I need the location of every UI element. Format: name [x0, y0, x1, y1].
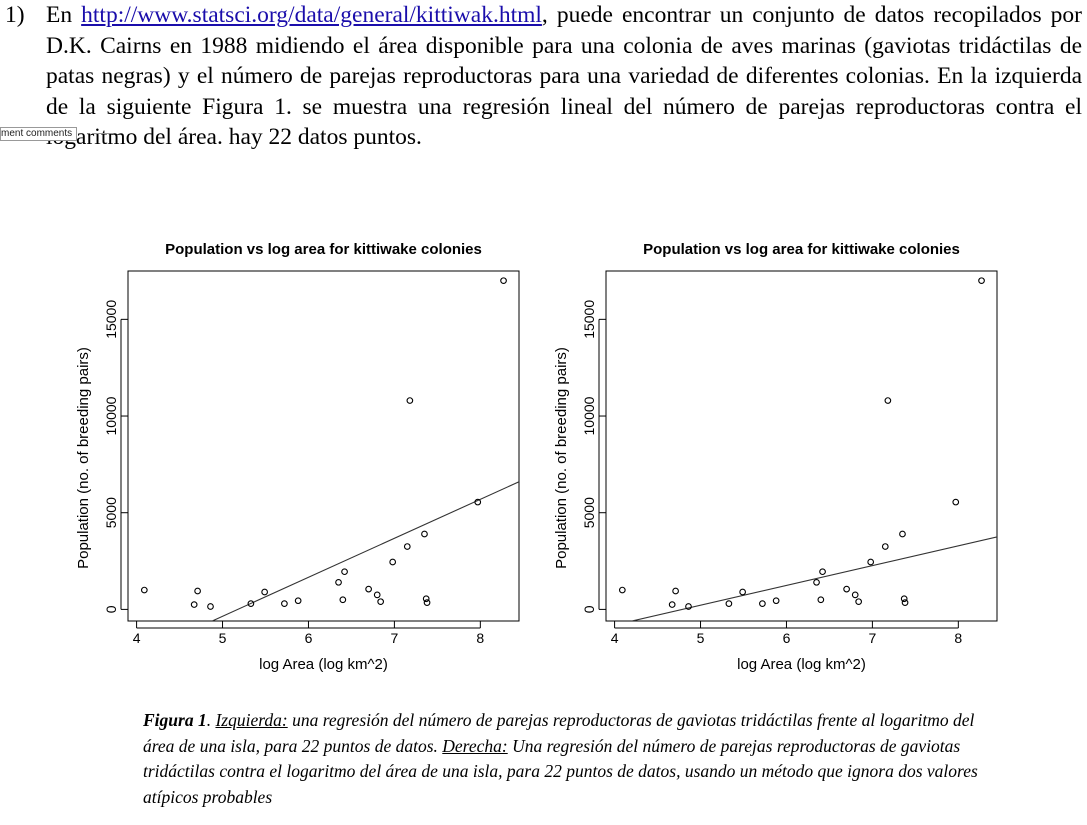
data-point — [901, 599, 909, 606]
data-point — [884, 397, 892, 404]
data-point — [813, 578, 820, 586]
x-tick-label: 8 — [476, 630, 484, 646]
x-tick-label: 6 — [783, 630, 791, 646]
data-point — [247, 600, 255, 607]
dataset-link[interactable]: http://www.statsci.org/data/general/kitt… — [81, 2, 542, 28]
y-tick-label: 15000 — [103, 300, 119, 339]
data-point — [819, 568, 826, 576]
x-axis-label: log Area (log km^2) — [737, 656, 866, 673]
data-point — [190, 601, 198, 608]
data-point — [207, 603, 214, 610]
regression-line — [211, 481, 519, 621]
caption-figure-label: Figura 1 — [143, 710, 207, 730]
data-point — [618, 586, 626, 594]
data-point — [339, 596, 347, 604]
data-point — [377, 598, 384, 606]
data-point — [772, 597, 780, 605]
y-tick-label: 10000 — [103, 396, 119, 435]
data-point — [423, 599, 431, 606]
data-point — [899, 530, 906, 538]
data-point — [294, 597, 302, 605]
y-tick-label: 0 — [581, 605, 597, 613]
data-point — [725, 600, 733, 607]
data-point — [421, 530, 428, 538]
data-point — [194, 587, 201, 595]
data-point — [406, 397, 414, 404]
data-point — [900, 595, 908, 603]
data-point — [261, 588, 268, 596]
data-point — [739, 588, 746, 596]
question-paragraph: En http://www.statsci.org/data/general/k… — [46, 0, 1082, 153]
chart-title: Population vs log area for kittiwake col… — [643, 241, 960, 258]
data-point — [365, 585, 372, 593]
y-tick-label: 0 — [103, 605, 119, 613]
plot-frame — [605, 270, 998, 622]
comment-connector — [93, 133, 113, 134]
figure-caption: Figura 1. Izquierda: una regresión del n… — [143, 708, 993, 810]
data-point — [422, 595, 430, 603]
caption-left-text: una regresión del número de parejas repr… — [143, 710, 975, 756]
data-point — [759, 600, 766, 607]
data-point — [855, 598, 862, 606]
chart-title: Population vs log area for kittiwake col… — [165, 241, 482, 258]
data-point — [500, 277, 507, 285]
data-point — [140, 586, 148, 594]
data-point — [685, 603, 692, 610]
data-point — [843, 585, 850, 593]
data-point — [373, 591, 381, 599]
data-point — [341, 568, 348, 576]
caption-right-text: Una regresión del número de parejas repr… — [143, 735, 978, 807]
x-tick-label: 7 — [390, 630, 398, 646]
data-point — [867, 558, 875, 566]
x-tick-label: 7 — [868, 630, 876, 646]
y-tick-label: 15000 — [581, 300, 597, 339]
question-text-intro: En — [46, 2, 82, 28]
left-chart: Population vs log area for kittiwake col… — [75, 241, 520, 673]
comment-tag[interactable]: ment comments — [0, 127, 78, 141]
y-tick-label: 10000 — [581, 396, 597, 435]
data-point — [817, 596, 825, 604]
caption-right-label: Derecha: — [442, 735, 508, 756]
y-axis-label: Population (no. of breeding pairs) — [553, 347, 570, 569]
data-point — [978, 277, 985, 285]
question-number: 1) — [5, 2, 25, 28]
data-point — [672, 587, 679, 595]
x-tick-label: 5 — [219, 630, 227, 646]
x-tick-label: 8 — [954, 630, 962, 646]
y-axis-label: Population (no. of breeding pairs) — [75, 347, 92, 569]
x-tick-label: 6 — [305, 630, 313, 646]
data-point — [335, 578, 342, 586]
x-tick-label: 5 — [697, 630, 705, 646]
data-point — [668, 601, 676, 608]
caption-figure-punct: . — [206, 710, 216, 730]
data-point — [952, 498, 960, 506]
x-axis-label: log Area (log km^2) — [259, 656, 388, 673]
caption-left-label: Izquierda: — [215, 710, 288, 730]
y-tick-label: 5000 — [581, 497, 597, 528]
x-tick-label: 4 — [133, 630, 141, 646]
x-tick-label: 4 — [611, 630, 619, 646]
plot-frame — [127, 270, 520, 622]
data-point — [851, 591, 859, 599]
right-chart: Population vs log area for kittiwake col… — [553, 241, 998, 673]
data-point — [881, 543, 889, 550]
y-tick-label: 5000 — [103, 497, 119, 528]
question-text-body: , puede encontrar un conjunto de datos r… — [46, 2, 1082, 150]
data-point — [281, 600, 288, 607]
data-point — [474, 498, 482, 506]
data-point — [403, 543, 411, 550]
regression-line — [631, 536, 997, 621]
data-point — [389, 558, 397, 566]
